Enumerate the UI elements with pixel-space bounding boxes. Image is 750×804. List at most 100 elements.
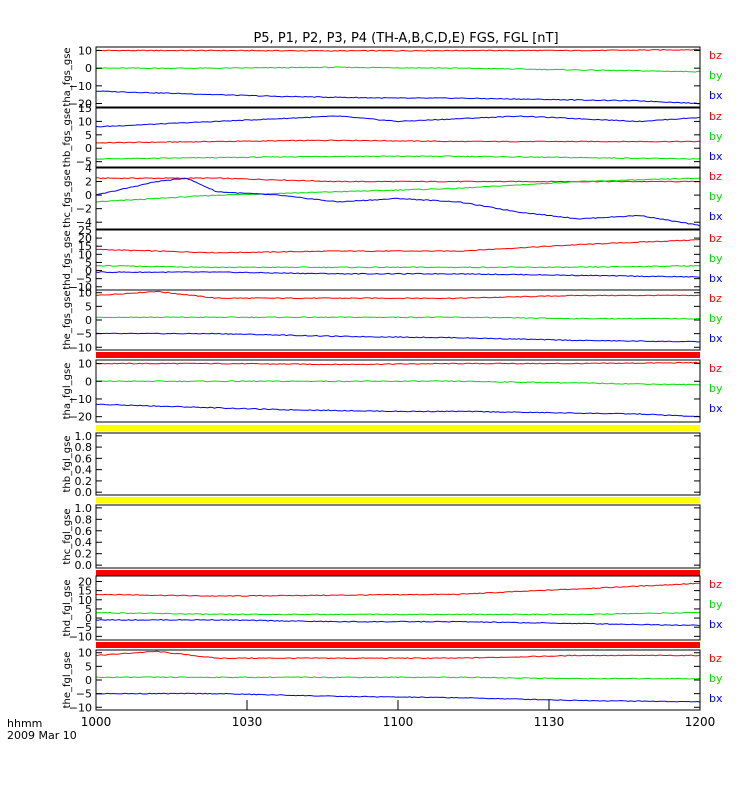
panel-frame [95, 504, 701, 569]
ytick-label: −4 [76, 216, 92, 229]
ytick-label: 10 [78, 115, 92, 128]
legend-bz: bz [709, 578, 722, 591]
series-bz [95, 139, 701, 144]
ytick-label: 0 [85, 375, 92, 388]
legend-bx: bx [709, 332, 723, 345]
ytick-label: −10 [69, 80, 92, 93]
legend-bz: bz [709, 49, 722, 62]
ytick-label: 0.6 [75, 525, 93, 538]
ytick-label: −10 [69, 630, 92, 643]
ytick-label: 0.2 [75, 548, 93, 561]
ytick-label: 10 [78, 45, 92, 58]
date-label: 2009 Mar 10 [7, 729, 77, 742]
ytick-label: 15 [78, 585, 92, 598]
series-bx [96, 90, 700, 105]
ytick-label: 2 [85, 176, 92, 189]
ytick-label: −10 [69, 341, 92, 354]
panel-frame [95, 432, 701, 496]
legend-by: by [709, 69, 723, 82]
ytick-label: −10 [69, 393, 92, 406]
xtick-label: 1200 [685, 715, 716, 729]
series-by [95, 264, 700, 269]
series-bx [95, 115, 701, 128]
ytick-label: 10 [78, 358, 92, 371]
ytick-label: 10 [78, 248, 92, 261]
ytick-label: 0.8 [75, 513, 93, 526]
ytick-label: 20 [78, 575, 92, 588]
ytick-label: 0 [85, 189, 92, 202]
ylabel: thb_fgs_gse [62, 108, 73, 167]
ytick-label: 0.2 [75, 475, 93, 488]
ytick-label: −2 [76, 203, 92, 216]
ytick-label: −5 [76, 273, 92, 286]
legend-bx: bx [709, 150, 723, 163]
legend-bx: bx [709, 210, 723, 223]
ytick-label: 0 [85, 62, 92, 75]
series-bz [95, 582, 700, 597]
series-bz [95, 361, 701, 366]
ytick-label: 10 [78, 647, 92, 660]
ytick-label: 0 [85, 674, 92, 687]
ytick-label: −5 [76, 688, 92, 701]
ytick-label: 0.4 [75, 464, 93, 477]
legend-by: by [709, 130, 723, 143]
ytick-label: 5 [85, 603, 92, 616]
ytick-label: 5 [85, 300, 92, 313]
ytick-label: 0.4 [75, 536, 93, 549]
ytick-label: 1.0 [75, 502, 93, 515]
time-axis-label: hhmm [7, 717, 42, 730]
legend-bx: bx [709, 402, 723, 415]
ylabel: thc_fgl_gse [62, 508, 73, 564]
ytick-label: 0 [85, 142, 92, 155]
ytick-label: 10 [78, 594, 92, 607]
ytick-label: 0 [85, 612, 92, 625]
series-bx [95, 271, 701, 278]
legend-bx: bx [709, 272, 723, 285]
ytick-label: 20 [78, 232, 92, 245]
legend-bx: bx [709, 692, 723, 705]
legend-bz: bz [709, 362, 722, 375]
ytick-label: 10 [78, 287, 92, 300]
series-by [95, 676, 701, 680]
ylabel: tha_fgl_gse [62, 363, 73, 420]
ytick-label: 5 [85, 660, 92, 673]
ytick-label: 0.0 [75, 559, 93, 572]
ylabel: tha_fgs_gse [62, 47, 73, 106]
series-bz [95, 48, 701, 52]
panel-frame [95, 107, 701, 168]
legend-by: by [709, 312, 723, 325]
ytick-label: −5 [76, 621, 92, 634]
xtick-label: 1030 [232, 715, 263, 729]
legend-by: by [709, 672, 723, 685]
series-bx [95, 177, 701, 227]
ytick-label: −5 [76, 328, 92, 341]
series-by [95, 155, 701, 160]
ytick-label: −5 [76, 156, 92, 169]
ytick-label: 1.0 [75, 430, 93, 443]
ylabel: thb_fgl_gse [62, 436, 73, 493]
series-bx [95, 692, 701, 703]
panel-frame [95, 46, 701, 108]
legend-bz: bz [709, 232, 722, 245]
series-by [95, 380, 701, 386]
series-bz [95, 650, 701, 660]
series-bx [95, 332, 701, 343]
series-bz [96, 239, 701, 254]
ytick-label: 15 [78, 102, 92, 115]
panel-frame [95, 575, 701, 641]
legend-bx: bx [709, 89, 723, 102]
legend-by: by [709, 252, 723, 265]
series-by [95, 66, 701, 73]
legend-by: by [709, 598, 723, 611]
separator-bar [96, 352, 700, 358]
